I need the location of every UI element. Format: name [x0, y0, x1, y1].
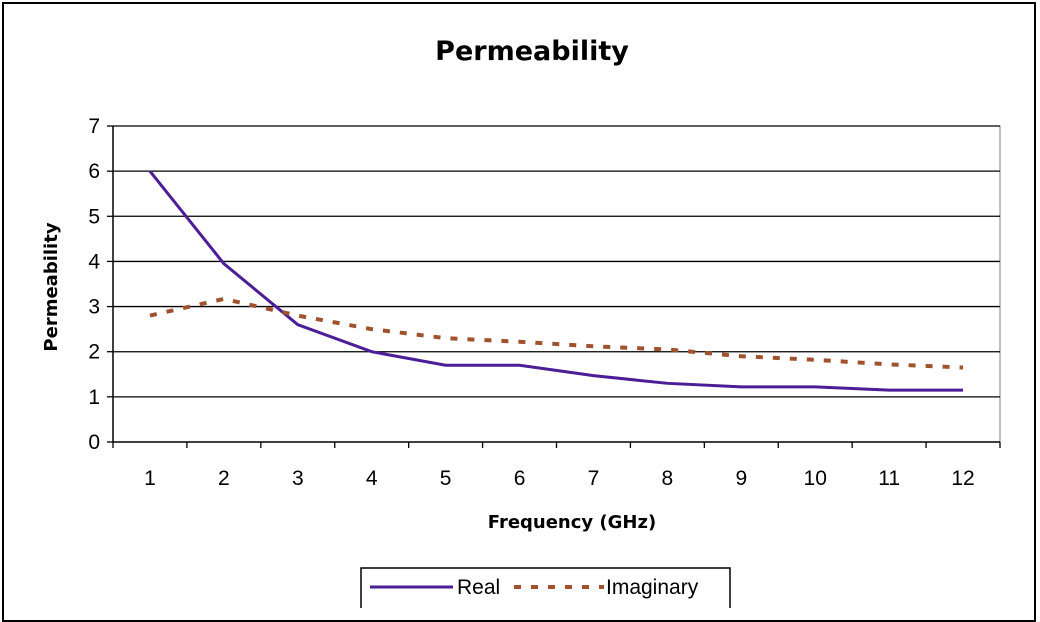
x-axis-title: Frequency (GHz) — [488, 512, 656, 533]
y-tick-label: 0 — [88, 431, 100, 454]
y-axis: 0 1 2 3 4 5 6 7 — [88, 115, 113, 454]
x-tick-label: 6 — [514, 467, 526, 490]
y-tick-label: 7 — [88, 115, 100, 138]
x-tick-label: 3 — [292, 467, 304, 490]
x-tick-label: 2 — [218, 467, 230, 490]
x-tick-label: 11 — [878, 467, 900, 490]
legend-real-label: Real — [457, 576, 500, 599]
x-tick-label: 4 — [366, 467, 378, 490]
x-tick-label: 1 — [144, 467, 156, 490]
x-tick-label: 12 — [951, 467, 974, 490]
x-tick-label: 5 — [440, 467, 452, 490]
y-tick-label: 1 — [88, 386, 100, 409]
chart-title: Permeability — [435, 36, 629, 67]
y-tick-label: 3 — [88, 296, 100, 319]
y-tick-label: 5 — [88, 205, 100, 228]
y-tick-label: 2 — [88, 341, 100, 364]
x-tick-label: 10 — [804, 467, 827, 490]
x-tick-label: 8 — [662, 467, 674, 490]
x-tick-label: 7 — [588, 467, 600, 490]
y-tick-label: 4 — [88, 250, 100, 273]
x-tick-label: 9 — [735, 467, 747, 490]
y-axis-title: Permeability — [41, 222, 62, 351]
legend-imaginary-label: Imaginary — [606, 576, 699, 599]
y-tick-label: 6 — [88, 160, 100, 183]
legend: Real Imaginary — [361, 568, 730, 608]
plot-background — [113, 126, 1000, 442]
